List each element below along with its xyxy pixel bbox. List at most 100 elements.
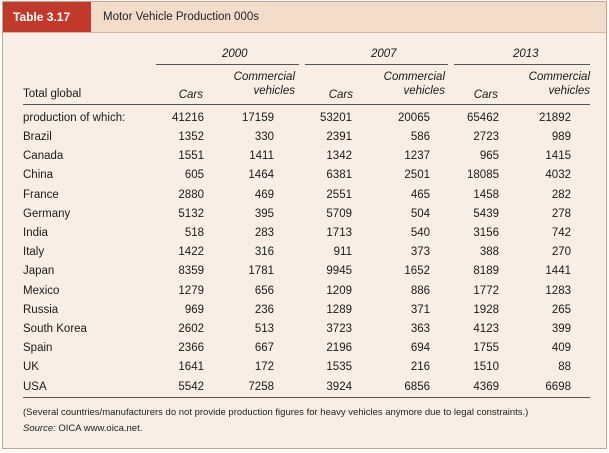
row-label: UK — [23, 361, 39, 374]
cell: 1458 — [473, 188, 499, 201]
col-header-commercial-line2: vehicles — [253, 85, 295, 97]
col-header-cars-2013: Cars — [473, 89, 498, 101]
cell: 3156 — [473, 227, 499, 239]
cell: 465 — [410, 188, 430, 201]
cell: 969 — [184, 303, 204, 316]
table-row-total: production of which: 41216 17159 53201 2… — [3, 109, 606, 128]
cell: 265 — [551, 303, 571, 316]
cell: 65462 — [467, 112, 499, 124]
row-label: India — [23, 227, 48, 239]
year-rule-2000 — [156, 64, 299, 65]
table-row: India 518 283 1713 540 3156 742 — [3, 224, 606, 243]
table-row: Mexico 1279 656 1209 886 1772 1283 — [3, 282, 606, 301]
cell: 8189 — [473, 265, 499, 278]
cell: 1464 — [248, 169, 274, 182]
cell: 656 — [254, 284, 274, 297]
row-label: USA — [23, 380, 47, 393]
cell: 283 — [254, 227, 274, 239]
cell: 1713 — [326, 227, 352, 239]
cell: 886 — [410, 284, 430, 297]
cell: 53201 — [320, 112, 352, 124]
cell: 1279 — [178, 284, 204, 297]
cell: 388 — [479, 246, 499, 259]
cell: 2551 — [326, 188, 352, 201]
cell: 518 — [184, 227, 204, 239]
cell: 1283 — [545, 284, 571, 297]
cell: 6856 — [404, 380, 430, 393]
col-header-commercial-line2: vehicles — [403, 85, 445, 97]
cell: 330 — [254, 131, 274, 143]
cell: 4369 — [473, 380, 499, 393]
col-header-commercial-2000: Commercial vehicles — [203, 70, 295, 98]
cell: 4032 — [545, 169, 571, 182]
cell: 88 — [558, 361, 571, 374]
cell: 4123 — [473, 323, 499, 335]
cell: 1535 — [326, 361, 352, 374]
cell: 742 — [551, 227, 571, 239]
row-label: Germany — [23, 207, 71, 220]
cell: 605 — [184, 169, 204, 182]
table-row: USA 5542 7258 3924 6856 4369 6698 — [3, 378, 606, 397]
cell: 989 — [551, 131, 571, 143]
row-label: Canada — [23, 150, 64, 163]
year-header-2007: 2007 — [371, 48, 397, 60]
col-header-cars-2007: Cars — [328, 89, 353, 101]
table-source: Source: OICA www.oica.net. — [23, 423, 142, 434]
cell: 1441 — [545, 265, 571, 278]
cell: 1209 — [326, 284, 352, 297]
table-title: Motor Vehicle Production 000s — [103, 11, 259, 23]
cell: 1237 — [404, 150, 430, 163]
cell: 586 — [410, 131, 430, 143]
table-row: Germany 5132 395 5709 504 5439 278 — [3, 205, 606, 224]
footer-rule — [23, 397, 590, 398]
row-label: Mexico — [23, 284, 60, 297]
cell: 172 — [254, 361, 274, 374]
table-row: France 2880 469 2551 465 1458 282 — [3, 186, 606, 205]
cell: 236 — [254, 303, 274, 316]
table-titlebar: Table 3.17 Motor Vehicle Production 000s — [3, 2, 606, 33]
cell: 1781 — [248, 265, 274, 278]
col-header-cars-2000: Cars — [178, 89, 203, 101]
cell: 540 — [410, 227, 430, 239]
table-row: Japan 8359 1781 9945 1652 8189 1441 — [3, 262, 606, 281]
row-label: China — [23, 169, 54, 182]
cell: 5132 — [178, 207, 204, 220]
cell: 1422 — [178, 246, 204, 259]
cell: 1411 — [249, 150, 274, 163]
cell: 5542 — [178, 380, 204, 393]
year-header-2000: 2000 — [222, 48, 248, 60]
source-label: Source: — [23, 423, 56, 434]
cell: 513 — [254, 323, 274, 335]
cell: 373 — [410, 246, 430, 259]
cell: 965 — [479, 150, 499, 163]
year-header-2013: 2013 — [513, 48, 539, 60]
cell: 3924 — [326, 380, 352, 393]
cell: 371 — [410, 303, 430, 316]
cell: 8359 — [178, 265, 204, 278]
year-rule-2007 — [305, 64, 448, 65]
row-label: production of which: — [23, 112, 126, 124]
cell: 18085 — [467, 169, 499, 182]
cell: 3723 — [326, 323, 352, 335]
source-text: OICA www.oica.net. — [58, 423, 143, 434]
year-rule-2013 — [454, 64, 590, 65]
cell: 7258 — [248, 380, 274, 393]
cell: 2602 — [178, 323, 204, 335]
row-label: Japan — [23, 265, 55, 278]
table-row: Italy 1422 316 911 373 388 270 — [3, 243, 606, 262]
row-label: Russia — [23, 303, 59, 316]
cell: 1551 — [178, 150, 204, 163]
cell: 1415 — [545, 150, 571, 163]
cell: 282 — [551, 188, 571, 201]
cell: 1342 — [326, 150, 352, 163]
cell: 9945 — [326, 265, 352, 278]
table-row: Russia 969 236 1289 371 1928 265 — [3, 301, 606, 320]
cell: 5439 — [473, 207, 499, 220]
col-header-commercial-line1: Commercial — [528, 71, 590, 83]
cell: 1641 — [178, 361, 204, 374]
cell: 2366 — [178, 342, 204, 355]
cell: 1755 — [473, 342, 499, 355]
cell: 2501 — [404, 169, 430, 182]
row-label: Brazil — [23, 131, 52, 143]
cell: 694 — [410, 342, 430, 355]
